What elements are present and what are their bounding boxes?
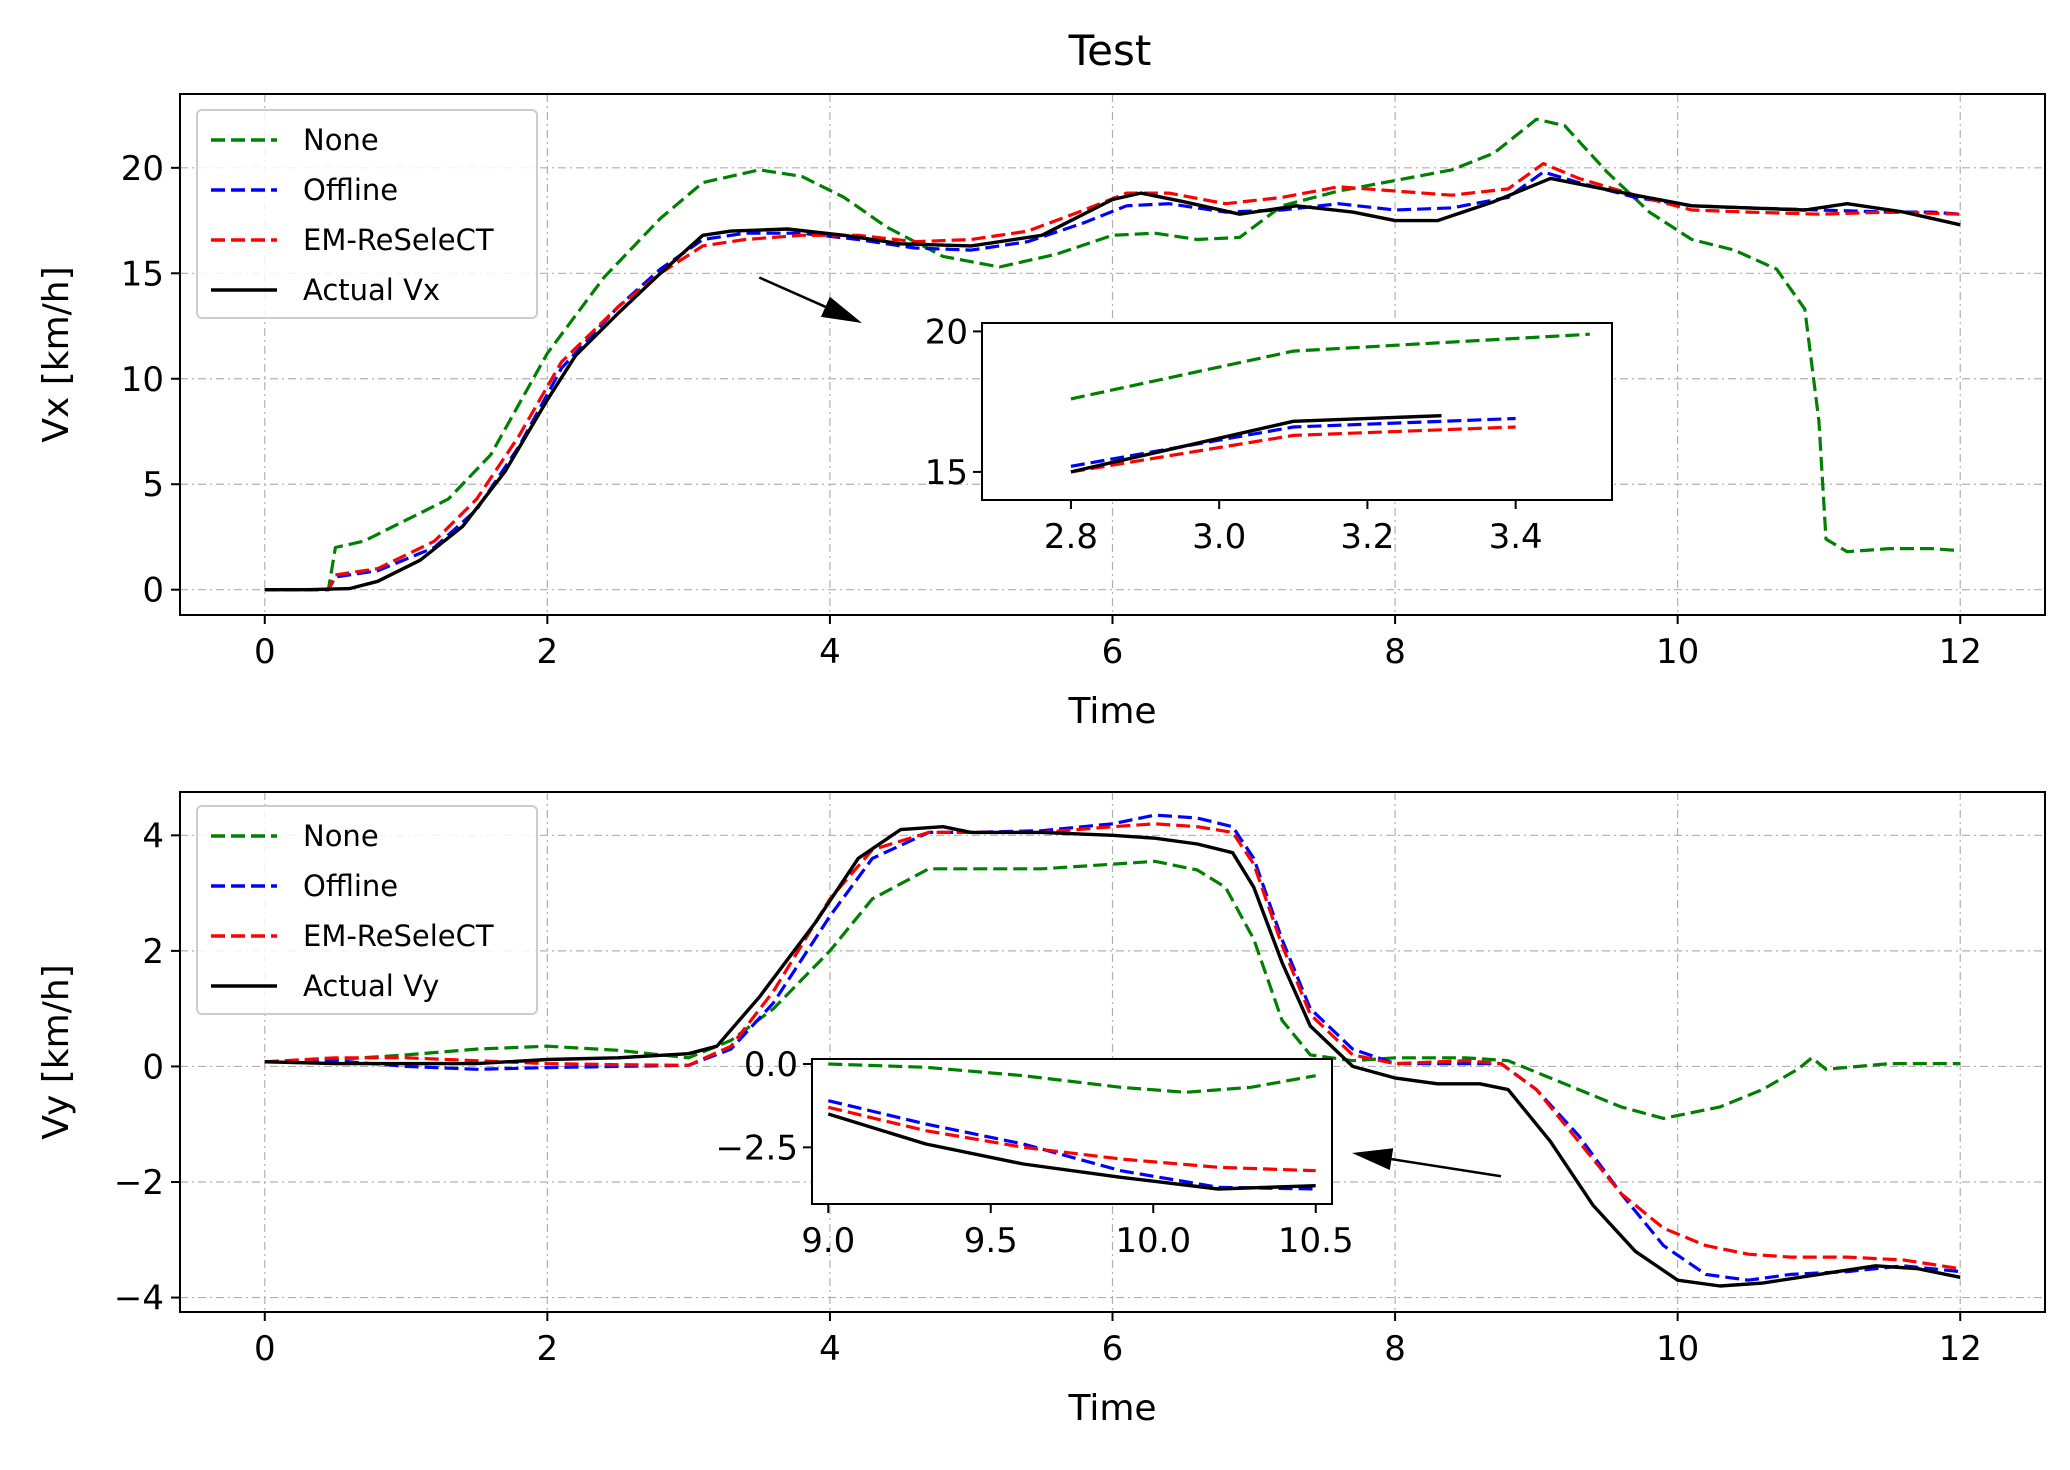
inset-background [812,1059,1332,1204]
series-line-em [264,162,1961,592]
series-line-actual [264,176,1961,592]
vx-panel: 0 2 4 6 8 10 12 0 5 10 15 20 Time Vx [km/h] 2.8 3.0 3.2 3… [36,93,2046,732]
inset-frame [981,322,1613,501]
x-tick-label: 12 [1939,1329,1982,1369]
legend-label-actual: Actual Vy [303,969,439,1003]
x-tick-label: 6 [1102,632,1124,672]
series-line-none [264,117,1961,592]
inset-x-tick-label: 3.4 [1489,517,1543,557]
y-tick-label: −2 [114,1163,164,1203]
vy-panel: 0 2 4 6 8 10 12 −4 −2 0 2 4 Time Vy [km/h] 9.0 9.5 10.0 1… [36,791,2046,1429]
legend-label-em: EM-ReSeleCT [303,223,494,257]
inset-lines [1070,332,1590,474]
inset-series-line-em [1070,425,1516,474]
annotation-arrow-head [820,296,862,323]
x-tick-label: 10 [1656,632,1699,672]
legend-label-offline: Offline [303,869,398,903]
inset-series-line-none [828,1062,1316,1094]
x-tick-label: 12 [1939,632,1982,672]
x-tick-label: 6 [1102,1329,1124,1369]
legend: None Offline EM-ReSeleCT Actual Vx [196,109,538,319]
legend-label-none: None [303,819,379,853]
inset-x-tick-label: 3.2 [1340,517,1394,557]
inset-y-tick-label: 15 [925,453,968,493]
inset-series-line-offline [827,1099,1316,1191]
y-tick-label: 5 [142,465,164,505]
inset-series-line-actual [1070,414,1442,474]
y-axis-label: Vx [km/h] [36,266,77,442]
legend-label-offline: Offline [303,173,398,207]
inset-x-tick-label: 2.8 [1044,517,1098,557]
x-tick-label: 0 [254,632,276,672]
series-line-em [264,822,1961,1271]
inset-x-tick-label: 3.0 [1192,517,1246,557]
legend-label-none: None [303,123,379,157]
legend-label-em: EM-ReSeleCT [303,919,494,953]
y-tick-label: 2 [142,932,164,972]
y-tick-label: 10 [121,360,164,400]
inset-series-line-em [827,1105,1316,1173]
legend-frame [196,805,538,1015]
inset-frame [811,1058,1333,1205]
y-tick-label: 4 [142,816,164,856]
legend: None Offline EM-ReSeleCT Actual Vy [196,805,538,1015]
inset-axes: 9.0 9.5 10.0 10.5 0.0 −2.5 [715,1045,1353,1261]
inset-x-tick-label: 9.0 [801,1221,855,1261]
annotation-arrow-head [1352,1148,1394,1171]
inset-background [982,323,1612,500]
inset-y-tick-label: 20 [925,312,968,352]
series-line-actual [264,825,1961,1288]
legend-frame [196,109,538,319]
annotation-arrow-line [758,276,826,308]
x-tick-label: 0 [254,1329,276,1369]
y-tick-label: 15 [121,254,164,294]
x-tick-label: 10 [1656,1329,1699,1369]
y-tick-label: 20 [121,149,164,189]
y-axis-label: Vy [km/h] [36,964,77,1139]
inset-series-line-offline [1070,416,1516,468]
inset-series-line-actual [827,1112,1316,1191]
x-axis-label: Time [1067,691,1156,732]
inset-series-line-none [1070,332,1590,401]
x-tick-label: 8 [1384,632,1406,672]
x-tick-label: 4 [819,1329,841,1369]
annotation-arrow-line [1391,1157,1502,1178]
x-axis-label: Time [1067,1388,1156,1429]
inset-y-tick-label: −2.5 [715,1128,798,1168]
inset-x-tick-label: 10.0 [1115,1221,1191,1261]
inset-x-tick-label: 10.5 [1278,1221,1354,1261]
inset-y-tick-label: 0.0 [744,1045,798,1085]
x-tick-label: 2 [537,632,559,672]
x-tick-label: 4 [819,632,841,672]
legend-label-actual: Actual Vx [303,273,440,307]
y-tick-label: 0 [142,1047,164,1087]
inset-x-tick-label: 9.5 [964,1221,1018,1261]
figure-title: Test [1068,26,1152,75]
x-tick-label: 2 [537,1329,559,1369]
inset-axes: 2.8 3.0 3.2 3.4 15 20 [925,312,1613,557]
x-tick-label: 8 [1384,1329,1406,1369]
y-tick-label: −4 [114,1279,164,1319]
inset-lines [827,1062,1316,1191]
y-tick-label: 0 [142,571,164,611]
